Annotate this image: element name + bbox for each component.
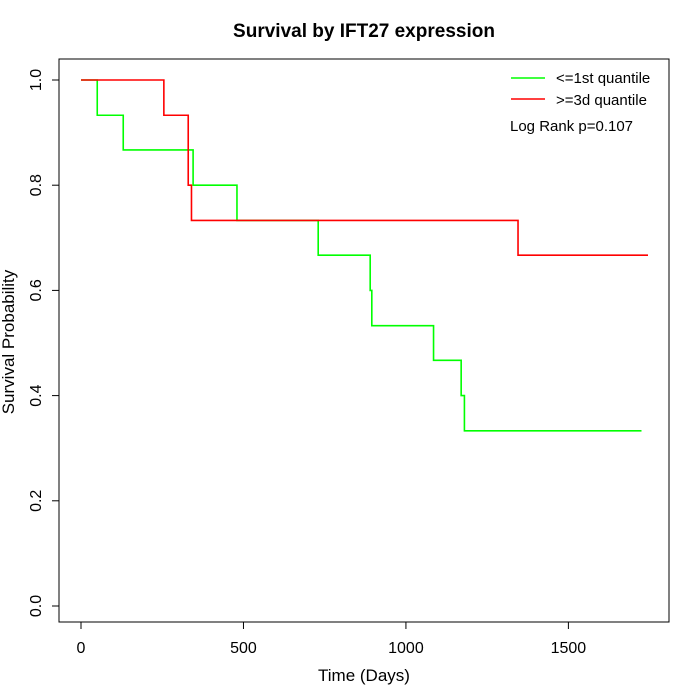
series-line-0 — [81, 79, 642, 432]
y-tick-label: 1.0 — [28, 69, 45, 91]
legend-label-le-1st: <=1st quantile — [556, 70, 650, 87]
y-tick-label: 0.0 — [28, 595, 45, 617]
y-tick-label: 0.6 — [28, 279, 45, 301]
chart-title: Survival by IFT27 expression — [233, 21, 495, 42]
series-line-1 — [81, 79, 648, 256]
x-tick-label: 1500 — [551, 640, 587, 657]
legend-label-ge-3d: >=3d quantile — [556, 92, 647, 109]
y-axis-title: Survival Probability — [0, 269, 18, 414]
x-tick-label: 1000 — [388, 640, 424, 657]
series-layer — [81, 79, 648, 432]
x-axis: 0 500 1000 1500 — [77, 621, 587, 657]
y-axis: 0.0 0.2 0.4 0.6 0.8 1.0 — [28, 69, 60, 617]
y-tick-label: 0.2 — [28, 490, 45, 512]
y-tick-label: 0.8 — [28, 174, 45, 196]
x-axis-title: Time (Days) — [318, 666, 410, 685]
log-rank-annotation: Log Rank p=0.107 — [510, 118, 633, 135]
x-tick-label: 500 — [230, 640, 257, 657]
legend: <=1st quantile >=3d quantile Log Rank p=… — [510, 70, 650, 135]
y-tick-label: 0.4 — [28, 384, 45, 406]
x-tick-label: 0 — [77, 640, 86, 657]
